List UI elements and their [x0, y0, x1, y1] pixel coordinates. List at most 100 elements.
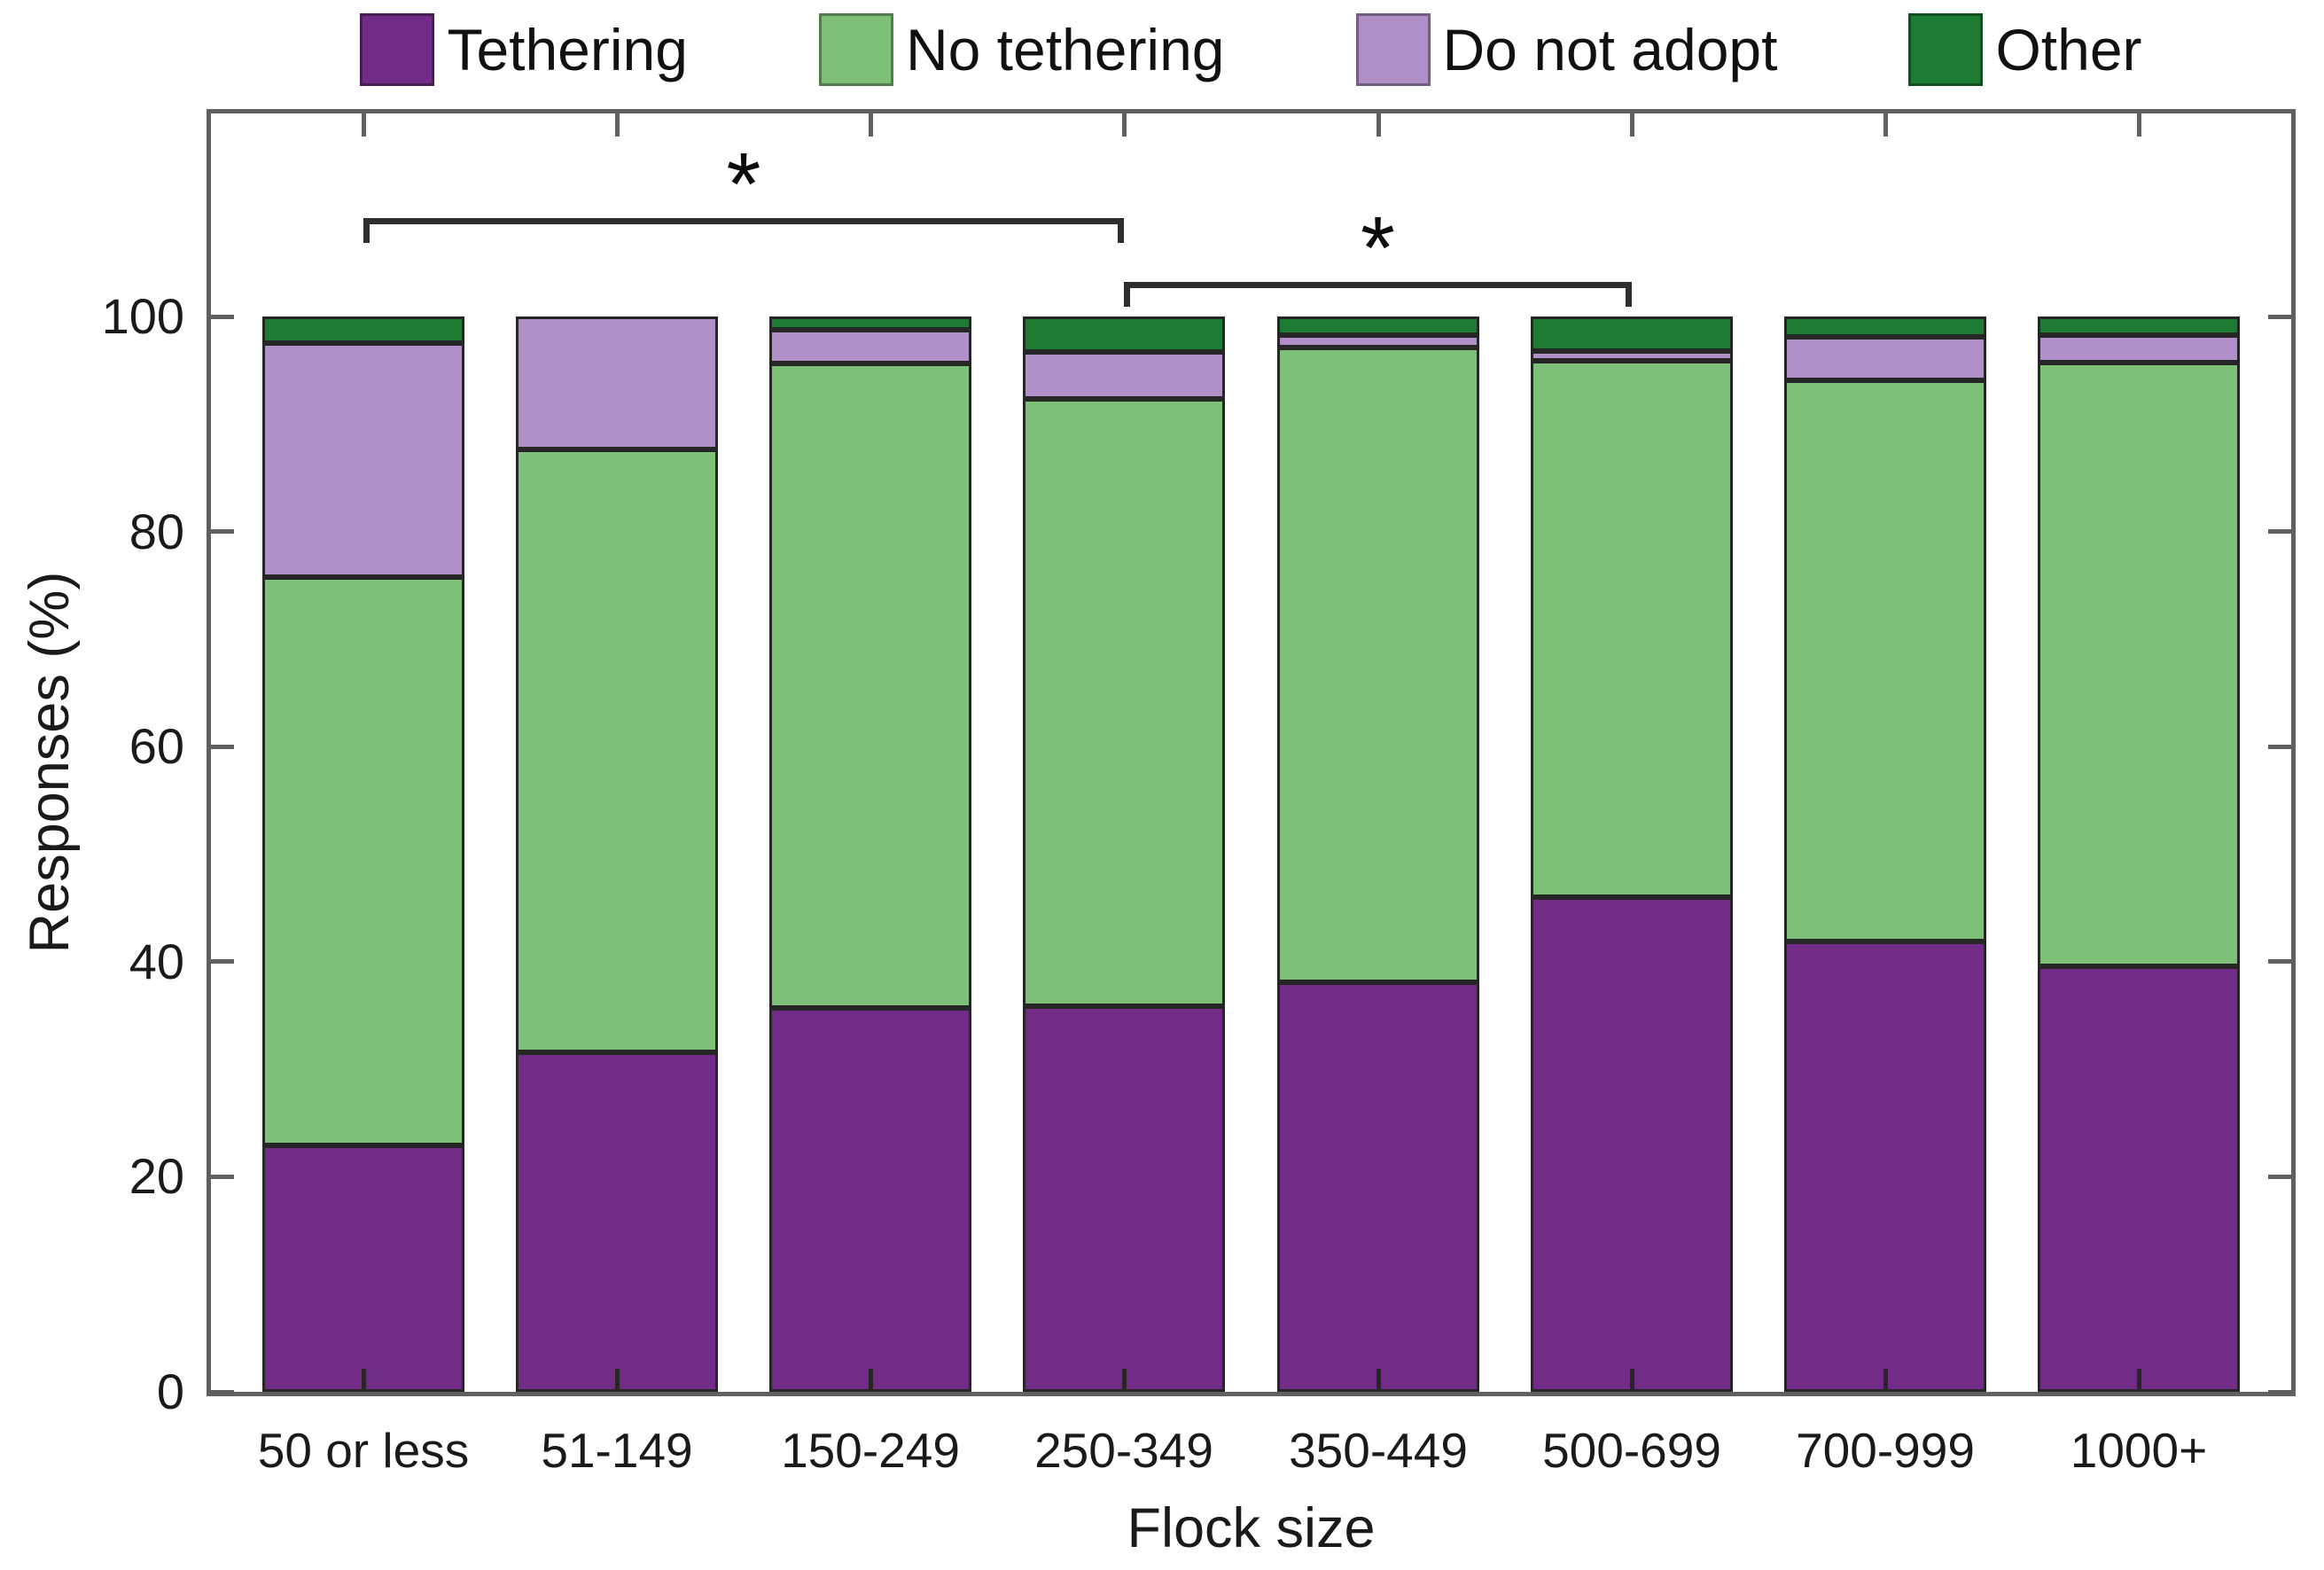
segment-other — [1783, 316, 1986, 338]
segment-no-tethering — [769, 363, 972, 1008]
legend-label-tethering: Tethering — [447, 17, 688, 82]
segment-no-tethering — [1530, 360, 1733, 897]
y-tick-right-60 — [2268, 744, 2291, 749]
x-tick-label-350-449: 350-449 — [1289, 1423, 1468, 1478]
legend-label-other: Other — [1995, 17, 2142, 82]
segment-no-tethering — [2037, 363, 2240, 966]
x-tick-top-250-349 — [1121, 113, 1127, 137]
x-tick-top-150-249 — [868, 113, 873, 137]
significance-bracket-1 — [363, 218, 1124, 243]
segment-no-tethering — [1276, 348, 1479, 982]
bars-container — [211, 113, 2291, 1392]
y-tick-right-80 — [2268, 529, 2291, 535]
y-tick-left-40 — [211, 959, 234, 965]
segment-do-not-adopt — [1276, 334, 1479, 348]
y-tick-label-80: 80 — [129, 503, 184, 559]
bar-350-449 — [1276, 316, 1479, 1392]
x-tick-bottom-51-149 — [614, 1369, 620, 1392]
legend-swatch-do-not-adopt — [1355, 13, 1431, 86]
x-tick-label-51-149: 51-149 — [541, 1423, 693, 1478]
x-tick-bottom-350-449 — [1376, 1369, 1381, 1392]
x-tick-top-500-699 — [1629, 113, 1634, 137]
y-tick-label-40: 40 — [129, 933, 184, 989]
x-tick-bottom-150-249 — [868, 1369, 873, 1392]
legend-item-do-not-adopt: Do not adopt — [1355, 13, 1778, 86]
legend-item-no-tethering: No tethering — [818, 13, 1225, 86]
segment-do-not-adopt — [2037, 334, 2240, 363]
y-tick-right-20 — [2268, 1174, 2291, 1179]
legend-label-no-tethering: No tethering — [905, 17, 1225, 82]
x-tick-label-700-999: 700-999 — [1796, 1423, 1975, 1478]
segment-tethering — [1276, 981, 1479, 1392]
significance-bracket-2 — [1124, 282, 1632, 307]
x-tick-bottom-1000 — [2136, 1369, 2141, 1392]
x-tick-top-1000 — [2136, 113, 2141, 137]
legend: Tethering No tethering Do not adopt Other — [207, 4, 2296, 96]
legend-item-tethering: Tethering — [360, 13, 688, 86]
segment-do-not-adopt — [1023, 352, 1226, 400]
y-tick-label-0: 0 — [156, 1363, 184, 1419]
x-tick-top-50-or-less — [361, 113, 366, 137]
x-tick-label-500-699: 500-699 — [1542, 1423, 1721, 1478]
segment-no-tethering — [516, 449, 719, 1052]
segment-tethering — [1023, 1005, 1226, 1392]
x-axis-title: Flock size — [1127, 1497, 1376, 1559]
x-tick-label-150-249: 150-249 — [781, 1423, 960, 1478]
x-tick-bottom-500-699 — [1629, 1369, 1634, 1392]
segment-other — [2037, 316, 2240, 335]
y-tick-label-20: 20 — [129, 1148, 184, 1205]
significance-asterisk-2: * — [1361, 199, 1395, 298]
y-tick-right-40 — [2268, 959, 2291, 965]
segment-other — [1276, 316, 1479, 335]
segment-tethering — [262, 1145, 465, 1392]
x-tick-bottom-50-or-less — [361, 1369, 366, 1392]
y-tick-left-60 — [211, 744, 234, 749]
y-tick-label-100: 100 — [101, 288, 184, 344]
plot-area: 50 or less 51-149 150-249 250-349 350-449 500… — [207, 109, 2296, 1477]
segment-do-not-adopt — [1783, 337, 1986, 380]
bar-51-149 — [516, 316, 719, 1392]
segment-other — [1530, 316, 1733, 351]
bar-50-or-less — [262, 316, 465, 1392]
segment-do-not-adopt — [769, 329, 972, 364]
y-tick-left-20 — [211, 1174, 234, 1179]
segment-other — [1023, 316, 1226, 353]
segment-no-tethering — [262, 576, 465, 1146]
bar-700-999 — [1783, 316, 1986, 1392]
y-tick-right-100 — [2268, 314, 2291, 319]
bar-150-249 — [769, 316, 972, 1392]
x-tick-label-50-or-less: 50 or less — [257, 1423, 470, 1478]
legend-swatch-tethering — [360, 13, 435, 86]
x-tick-label-1000: 1000+ — [2070, 1423, 2208, 1478]
bar-500-699 — [1530, 316, 1733, 1392]
legend-label-do-not-adopt: Do not adopt — [1442, 17, 1778, 82]
x-tick-label-250-349: 250-349 — [1034, 1423, 1213, 1478]
segment-do-not-adopt — [262, 343, 465, 577]
y-tick-right-0 — [2268, 1389, 2291, 1394]
segment-tethering — [1530, 897, 1733, 1392]
segment-no-tethering — [1783, 379, 1986, 941]
segment-tethering — [769, 1008, 972, 1392]
x-tick-bottom-700-999 — [1883, 1369, 1888, 1392]
legend-item-other: Other — [1908, 13, 2142, 86]
y-tick-left-0 — [211, 1389, 234, 1394]
bar-1000 — [2037, 316, 2240, 1392]
segment-tethering — [1783, 941, 1986, 1392]
legend-swatch-other — [1908, 13, 1984, 86]
x-tick-top-51-149 — [614, 113, 620, 137]
y-tick-left-80 — [211, 529, 234, 535]
y-tick-label-60: 60 — [129, 718, 184, 775]
x-tick-bottom-250-349 — [1121, 1369, 1127, 1392]
legend-swatch-no-tethering — [818, 13, 893, 86]
y-tick-left-100 — [211, 314, 234, 319]
x-tick-top-350-449 — [1376, 113, 1381, 137]
segment-no-tethering — [1023, 399, 1226, 1006]
x-tick-top-700-999 — [1883, 113, 1888, 137]
segment-do-not-adopt — [1530, 350, 1733, 361]
segment-other — [262, 316, 465, 344]
significance-asterisk-1: * — [726, 135, 761, 234]
segment-tethering — [2037, 965, 2240, 1392]
segment-other — [769, 316, 972, 330]
bar-250-349 — [1023, 316, 1226, 1392]
